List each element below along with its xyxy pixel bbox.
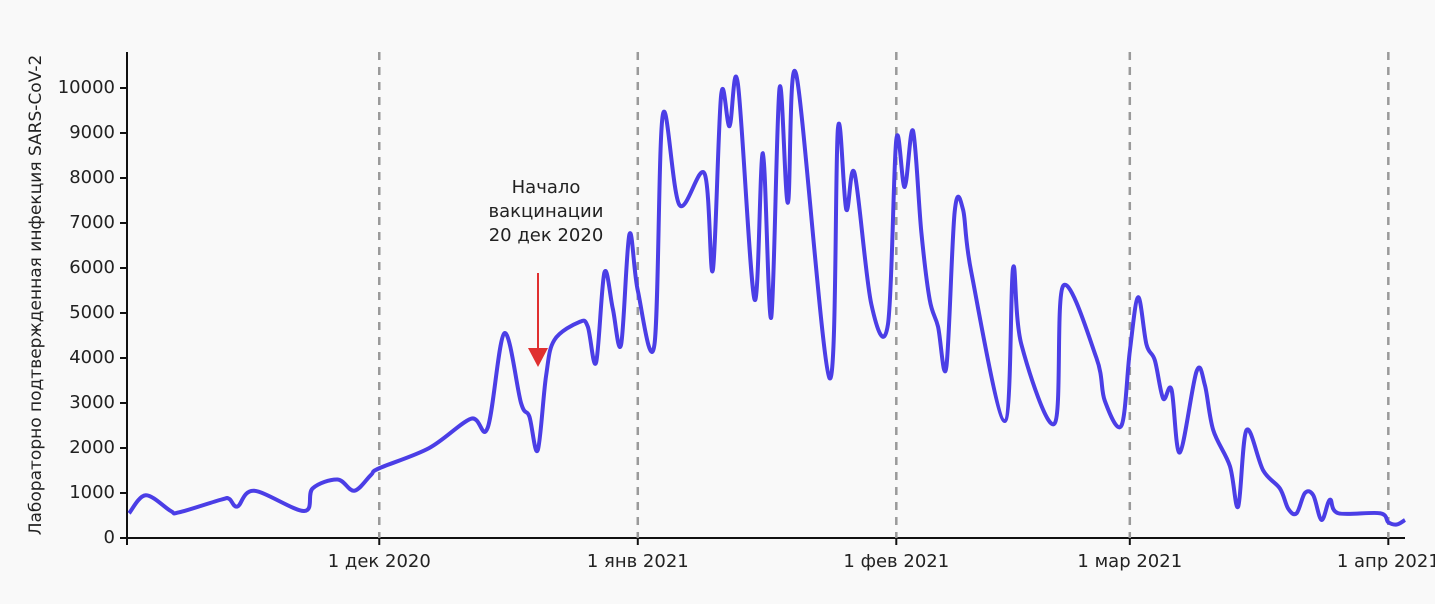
x-tick-label: 1 дек 2020 [328,551,431,572]
y-axis-label: Лабораторно подтвержденная инфекция SARS… [26,55,46,536]
data-line [127,68,1407,527]
y-tick-label: 1000 [69,482,115,503]
annotation: 20 дек 2020 [489,225,604,246]
x-tick-label: 1 мар 2021 [1077,551,1182,572]
y-tick-label: 6000 [69,257,115,278]
annotation-arrowhead [528,348,548,367]
annotation: вакцинации [489,201,604,222]
y-tick-label: 3000 [69,392,115,413]
y-tick-label: 7000 [69,212,115,233]
y-tick-label: 8000 [69,167,115,188]
x-tick-label: 1 фев 2021 [843,551,949,572]
y-tick-label: 10000 [58,77,115,98]
y-tick-label: 5000 [69,302,115,323]
y-tick-label: 9000 [69,122,115,143]
x-tick-label: 1 апр 2021 [1337,551,1435,572]
y-tick-label: 4000 [69,347,115,368]
y-tick-label: 0 [104,527,115,548]
annotation: Начало [512,177,581,198]
x-tick-label: 1 янв 2021 [587,551,689,572]
y-tick-label: 2000 [69,437,115,458]
